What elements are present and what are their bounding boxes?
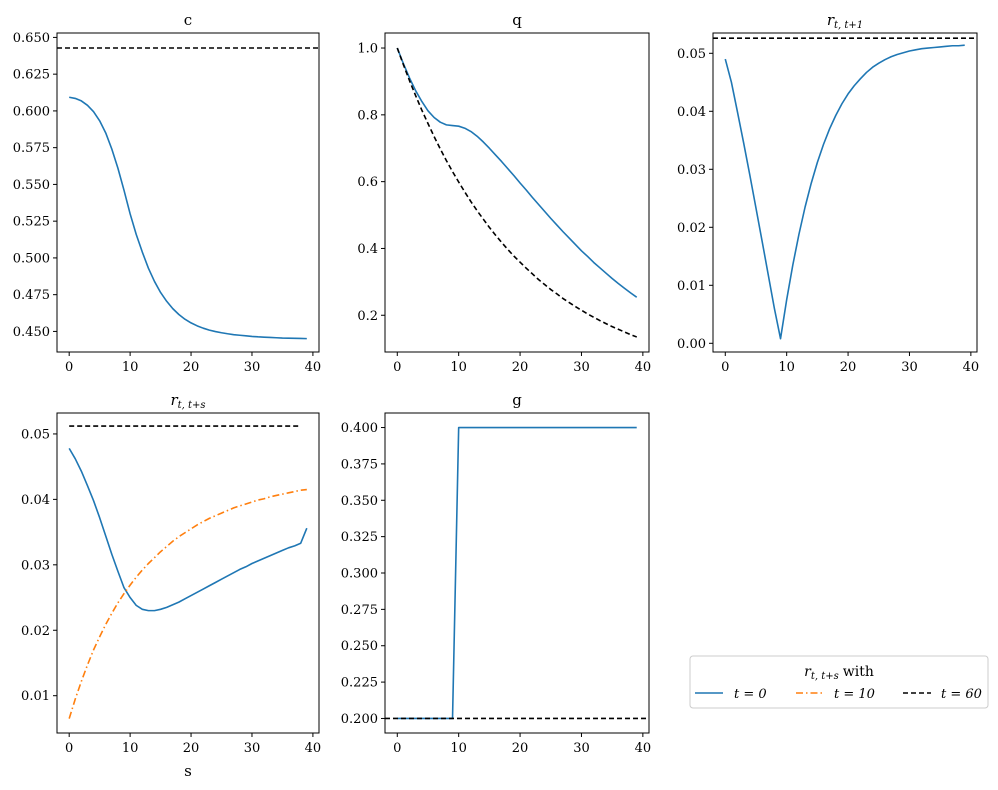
y-tick-label-rs: 0.05 (21, 427, 50, 442)
y-tick-label-g: 0.325 (341, 530, 378, 545)
x-tick-label-g: 30 (573, 741, 590, 756)
x-tick-label-r1: 0 (721, 360, 729, 375)
y-tick-label-c: 0.450 (13, 325, 50, 340)
y-tick-label-q: 0.6 (357, 175, 378, 190)
y-tick-label-g: 0.225 (341, 676, 378, 691)
y-tick-label-c: 0.500 (13, 251, 50, 266)
legend-label-t10: t = 10 (834, 687, 875, 702)
y-tick-label-g: 0.200 (341, 712, 378, 727)
x-tick-label-g: 40 (635, 741, 652, 756)
y-tick-label-r1: 0.01 (677, 279, 706, 294)
panel-r1: 0 10 20 30 40 0.00 0.01 0.02 0.03 0.04 0.05 rt, t+1 (677, 11, 979, 375)
x-tick-label-q: 20 (512, 360, 529, 375)
legend: rt, t+s with t = 0 t = 10 t = 60 (689, 655, 989, 709)
series-group-q (396, 47, 638, 338)
x-tick-label-rs: 0 (65, 741, 73, 756)
series-group-c (57, 47, 319, 340)
x-tick-label-g: 20 (512, 741, 529, 756)
axes-frame-rs (56, 412, 320, 734)
axes-frame-q (384, 32, 650, 353)
x-tick-label-rs: 40 (305, 741, 322, 756)
x-tick-label-q: 40 (635, 360, 652, 375)
y-tick-label-r1: 0.05 (677, 47, 706, 62)
legend-box (689, 655, 989, 709)
y-tick-label-c: 0.600 (13, 104, 50, 119)
legend-label-t0: t = 0 (734, 687, 767, 702)
chart-title-r1: rt, t+1 (827, 11, 863, 31)
y-tick-label-c: 0.625 (13, 68, 50, 83)
y-tick-label-r1: 0.03 (677, 163, 706, 178)
y-tick-label-g: 0.400 (341, 421, 378, 436)
series-line-g-t0 (397, 426, 637, 720)
series-line-rs-t0 (68, 447, 308, 612)
y-tick-label-c: 0.475 (13, 288, 50, 303)
y-tick-label-g: 0.250 (341, 639, 378, 654)
x-tick-label-r1: 40 (963, 360, 980, 375)
y-tick-label-q: 1.0 (357, 42, 378, 57)
x-tick-label-q: 10 (450, 360, 467, 375)
x-tick-label-c: 30 (244, 360, 261, 375)
axes-frame-r1 (712, 32, 978, 353)
series-line-r1-t0 (724, 44, 965, 340)
y-tick-label-rs: 0.01 (21, 689, 50, 704)
chart-title-rs: rt, t+s (170, 391, 205, 411)
legend-title-suffix: with (843, 664, 874, 680)
x-axis-label-rs: s (184, 762, 192, 780)
x-tick-label-rs: 10 (122, 741, 139, 756)
y-tick-label-g: 0.350 (341, 494, 378, 509)
legend-label-t60: t = 60 (941, 687, 982, 702)
y-tick-label-c: 0.650 (13, 31, 50, 46)
y-tick-label-c: 0.525 (13, 215, 50, 230)
y-tick-label-r1: 0.00 (677, 337, 706, 352)
series-group-r1 (713, 37, 977, 340)
chart-title-q: q (512, 11, 522, 29)
chart-title-c: c (184, 11, 192, 29)
y-tick-label-c: 0.575 (13, 141, 50, 156)
x-tick-label-rs: 20 (183, 741, 200, 756)
y-tick-label-r1: 0.02 (677, 221, 706, 236)
series-line-rs-t10 (68, 488, 307, 719)
chart-title-g: g (512, 391, 522, 409)
x-tick-label-r1: 20 (840, 360, 857, 375)
x-tick-label-c: 20 (183, 360, 200, 375)
series-group-g (385, 426, 649, 720)
legend-title-main: r (804, 664, 812, 680)
y-tick-label-g: 0.375 (341, 457, 378, 472)
y-tick-label-q: 0.4 (357, 242, 378, 257)
x-tick-label-q: 0 (393, 360, 401, 375)
legend-title: rt, t+s with (804, 664, 874, 682)
x-tick-label-g: 0 (393, 741, 401, 756)
x-tick-label-g: 10 (450, 741, 467, 756)
legend-title-sub: t, t+s (811, 671, 839, 682)
x-tick-label-q: 30 (573, 360, 590, 375)
y-tick-label-g: 0.275 (341, 603, 378, 618)
panel-q: 0 10 20 30 40 0.2 0.4 0.6 0.8 1.0 q (357, 11, 651, 375)
series-line-q-t60 (396, 47, 638, 338)
panel-c: 0 10 20 30 40 0.450 0.475 0.500 0.525 0.550 0.575 0… (13, 11, 321, 375)
x-tick-label-rs: 30 (244, 741, 261, 756)
y-tick-label-g: 0.300 (341, 567, 378, 582)
axes-frame-c (56, 32, 320, 353)
series-line-q-t0 (396, 47, 638, 298)
y-tick-label-rs: 0.03 (21, 558, 50, 573)
x-tick-label-r1: 30 (901, 360, 918, 375)
y-tick-label-c: 0.550 (13, 178, 50, 193)
x-tick-label-c: 40 (305, 360, 322, 375)
x-tick-label-r1: 10 (778, 360, 795, 375)
y-tick-label-rs: 0.02 (21, 624, 50, 639)
panel-g: 0 10 20 30 40 0.200 0.225 0.250 0.275 0.300 0.325 0… (341, 391, 651, 756)
y-tick-label-q: 0.8 (357, 108, 378, 123)
x-tick-label-c: 10 (122, 360, 139, 375)
series-group-rs (68, 425, 308, 719)
y-tick-label-rs: 0.04 (21, 493, 50, 508)
x-tick-label-c: 0 (65, 360, 73, 375)
panel-rs: 0 10 20 30 40 0.01 0.02 0.03 0.04 0.05 rt, t+s s (21, 391, 321, 780)
series-line-c-t0 (69, 96, 307, 340)
y-tick-label-r1: 0.04 (677, 105, 706, 120)
y-tick-label-q: 0.2 (357, 309, 378, 324)
